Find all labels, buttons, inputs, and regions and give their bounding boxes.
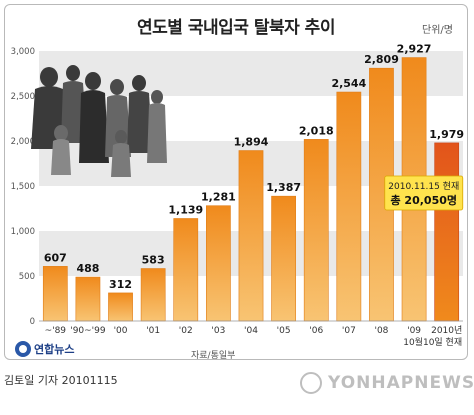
bar — [303, 139, 329, 322]
yonhap-logo: 연합뉴스 — [15, 341, 74, 357]
source-label: 자료/통일부 — [191, 351, 236, 360]
bar-value-label: 2,544 — [331, 77, 366, 90]
y-tick-label: 2,500 — [11, 92, 35, 102]
x-tick-label: 2010년 — [431, 325, 462, 336]
refugee-photo — [31, 65, 167, 177]
bar-value-label: 1,979 — [429, 128, 464, 141]
x-tick-label: '09 — [407, 326, 421, 336]
bar-value-label: 583 — [142, 254, 165, 267]
y-tick-label: 0 — [30, 317, 35, 327]
bar — [173, 218, 199, 322]
chart-frame: 연도별 국내입국 탈북자 추이 단위/명 0 500 1,000 1,500 2,000… — [4, 4, 468, 360]
annotation-date: 2010.11.15 현재 — [388, 181, 459, 192]
bar-value-label: 1,139 — [168, 203, 203, 216]
credit-line: 김토일 기자 20101115 — [4, 374, 118, 387]
x-tick-label: ~'89 — [45, 326, 67, 336]
bar-value-label: 1,387 — [266, 181, 301, 194]
x-tick-label: '02 — [179, 326, 193, 336]
annotation-total: 총 20,050명 — [390, 193, 457, 207]
bar — [336, 91, 362, 322]
watermark: YONHAPNEWS — [300, 372, 474, 394]
x-tick-label: '03 — [211, 326, 225, 336]
x-tick-label: '90~'99 — [70, 326, 106, 336]
bar-value-label: 1,894 — [234, 136, 269, 149]
bar — [75, 276, 101, 322]
bar-value-label: 312 — [109, 278, 132, 291]
x-tick-label: '05 — [277, 326, 291, 336]
bar — [140, 268, 166, 322]
bar — [206, 205, 231, 322]
bar — [271, 195, 296, 322]
x-tick-label: '07 — [342, 326, 356, 336]
bar — [42, 266, 68, 322]
unit-label: 단위/명 — [422, 25, 453, 36]
y-tick-label: 3,000 — [11, 47, 35, 57]
yonhap-logo-icon — [15, 341, 31, 357]
y-tick-label: 500 — [19, 272, 35, 282]
x-tick-label: '08 — [374, 326, 388, 336]
bar — [108, 292, 133, 322]
bar-value-label: 1,281 — [201, 191, 236, 204]
bar-value-label: 2,809 — [364, 53, 399, 66]
watermark-text: YONHAPNEWS — [328, 373, 474, 393]
y-tick-label: 1,000 — [11, 227, 35, 237]
bar — [434, 142, 460, 322]
annotation-box — [384, 175, 464, 211]
bar-value-label: 2,927 — [397, 43, 432, 56]
x-tick-sublabel: 10월10일 현재 — [403, 336, 462, 348]
y-tick-label: 2,000 — [11, 137, 35, 147]
logo-text: 연합뉴스 — [34, 343, 75, 356]
watermark-circle-icon — [300, 372, 322, 394]
bar-value-label: 488 — [76, 262, 99, 275]
bar-value-label: 2,018 — [299, 124, 334, 137]
bar-value-label: 607 — [44, 251, 67, 264]
x-tick-label: '06 — [309, 326, 323, 336]
chart-title: 연도별 국내입국 탈북자 추이 — [137, 18, 335, 38]
x-tick-label: '01 — [146, 326, 160, 336]
bar — [238, 150, 264, 322]
y-tick-label: 1,500 — [11, 182, 35, 192]
x-tick-label: '04 — [244, 326, 258, 336]
x-tick-label: '00 — [114, 326, 128, 336]
